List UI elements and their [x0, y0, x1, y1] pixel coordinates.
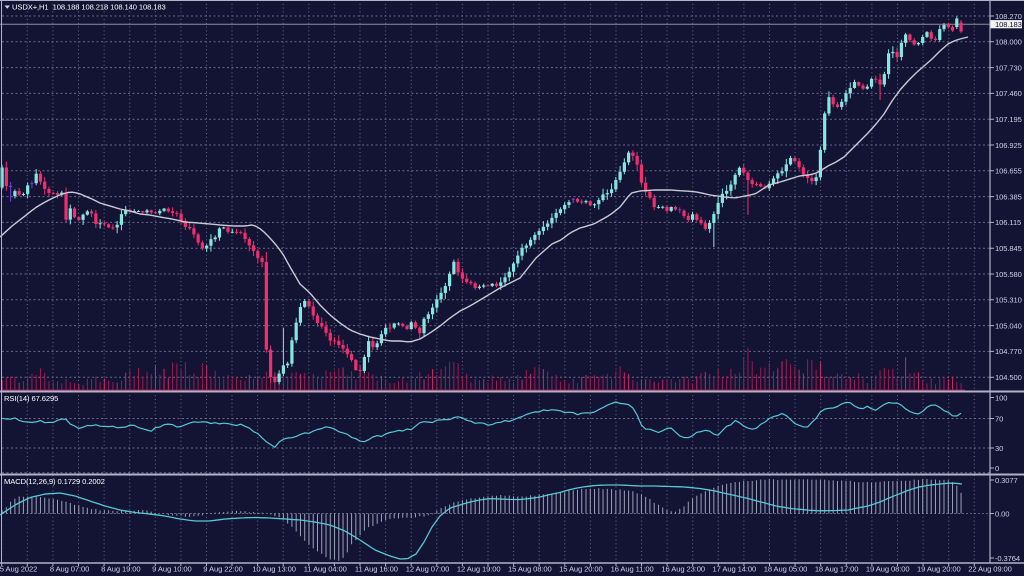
svg-text:16 Aug 11:00: 16 Aug 11:00 [611, 565, 654, 574]
svg-text:9 Aug 22:00: 9 Aug 22:00 [203, 565, 242, 574]
svg-text:0: 0 [995, 464, 999, 473]
svg-text:USDX+,H1 108.188 108.218 108.: USDX+,H1 108.188 108.218 108.140 108.183 [12, 3, 166, 12]
svg-text:-0.3764: -0.3764 [995, 554, 1020, 563]
svg-text:RSI(14) 67.6295: RSI(14) 67.6295 [4, 394, 58, 403]
svg-text:0.00: 0.00 [995, 509, 1009, 518]
svg-text:9 Aug 10:00: 9 Aug 10:00 [152, 565, 191, 574]
svg-text:22 Aug 09:00: 22 Aug 09:00 [968, 565, 1012, 574]
svg-text:106.925: 106.925 [995, 141, 1022, 150]
svg-text:106.655: 106.655 [995, 167, 1022, 176]
svg-text:8 Aug 19:00: 8 Aug 19:00 [101, 565, 140, 574]
svg-text:30: 30 [995, 444, 1003, 453]
svg-text:5 Aug 2022: 5 Aug 2022 [0, 565, 37, 574]
svg-text:105.040: 105.040 [995, 321, 1022, 330]
svg-text:105.580: 105.580 [995, 270, 1022, 279]
svg-text:108.000: 108.000 [995, 38, 1022, 47]
svg-text:107.460: 107.460 [995, 89, 1022, 98]
svg-text:0.3077: 0.3077 [995, 476, 1018, 485]
svg-text:108.270: 108.270 [995, 12, 1022, 21]
svg-text:16 Aug 23:00: 16 Aug 23:00 [661, 565, 705, 574]
svg-text:17 Aug 14:00: 17 Aug 14:00 [713, 565, 757, 574]
svg-text:15 Aug 08:00: 15 Aug 08:00 [508, 565, 552, 574]
svg-text:18 Aug 17:00: 18 Aug 17:00 [815, 565, 859, 574]
svg-text:12 Aug 19:00: 12 Aug 19:00 [457, 565, 501, 574]
svg-text:107.195: 107.195 [995, 115, 1022, 124]
svg-text:107.730: 107.730 [995, 63, 1022, 72]
svg-text:108.183: 108.183 [995, 20, 1022, 29]
svg-text:70: 70 [995, 414, 1003, 423]
svg-text:106.385: 106.385 [995, 192, 1022, 201]
svg-text:100: 100 [995, 393, 1007, 402]
svg-text:11 Aug 16:00: 11 Aug 16:00 [355, 565, 398, 574]
svg-text:104.770: 104.770 [995, 347, 1022, 356]
svg-text:10 Aug 13:00: 10 Aug 13:00 [252, 565, 296, 574]
svg-text:15 Aug 20:00: 15 Aug 20:00 [559, 565, 603, 574]
svg-text:106.115: 106.115 [995, 218, 1021, 227]
svg-text:105.845: 105.845 [995, 244, 1022, 253]
svg-text:8 Aug 07:00: 8 Aug 07:00 [50, 565, 89, 574]
svg-text:11 Aug 04:00: 11 Aug 04:00 [304, 565, 347, 574]
svg-text:19 Aug 08:00: 19 Aug 08:00 [866, 565, 910, 574]
svg-text:18 Aug 05:00: 18 Aug 05:00 [764, 565, 808, 574]
svg-text:105.310: 105.310 [995, 296, 1022, 305]
svg-text:19 Aug 20:00: 19 Aug 20:00 [917, 565, 961, 574]
svg-text:104.500: 104.500 [995, 373, 1022, 382]
svg-text:MACD(12,26,9) 0.1729 0.2002: MACD(12,26,9) 0.1729 0.2002 [4, 477, 105, 486]
svg-text:12 Aug 07:00: 12 Aug 07:00 [406, 565, 450, 574]
